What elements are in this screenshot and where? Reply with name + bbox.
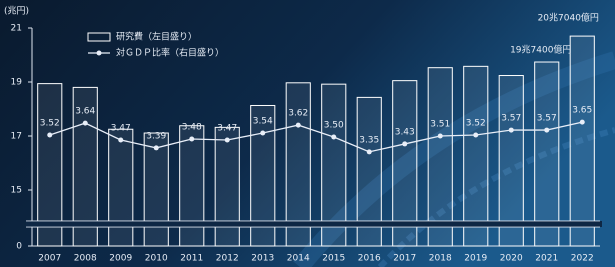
y-tick-label: 19: [11, 78, 23, 88]
data-label: 3.52: [466, 119, 486, 129]
legend-label: 研究費（左目盛り）: [116, 31, 197, 43]
line-point: [438, 134, 443, 139]
x-tick-label: 2011: [180, 254, 203, 264]
line-point: [331, 135, 336, 140]
x-tick-label: 2017: [393, 254, 416, 264]
x-tick-label: 2010: [145, 254, 168, 264]
chart: (兆円) 0 15 17 19 21 2007 2008 2009 2010 2011 2012 20…: [0, 0, 615, 267]
bar: [180, 126, 204, 246]
x-tick-label: 2013: [251, 254, 274, 264]
data-label: 3.57: [537, 114, 557, 124]
data-label: 3.52: [40, 119, 60, 129]
line-point: [118, 137, 123, 142]
line-point: [509, 128, 514, 133]
data-label: 3.47: [217, 123, 237, 133]
bar: [215, 127, 239, 246]
data-label: 3.50: [324, 121, 344, 131]
legend-swatch: [97, 51, 102, 56]
data-label: 3.39: [146, 131, 166, 141]
x-tick-label: 2021: [535, 254, 558, 264]
line-point: [260, 131, 265, 136]
line-point: [83, 121, 88, 126]
line-point: [402, 141, 407, 146]
data-label: 3.51: [430, 120, 450, 130]
annotation: 19兆7400億円: [510, 44, 571, 56]
x-tick-label: 2019: [464, 254, 487, 264]
legend-label: 対ＧＤＰ比率（右目盛り）: [116, 47, 224, 59]
x-tick-label: 2016: [358, 254, 381, 264]
x-tick-label: 2014: [287, 254, 310, 264]
line-point: [544, 128, 549, 133]
y-tick-label: 0: [16, 242, 22, 252]
line-point: [473, 133, 478, 138]
data-label: 3.47: [111, 123, 131, 133]
bar: [428, 68, 452, 246]
annotation: 20兆7040億円: [538, 12, 599, 24]
data-label: 3.43: [395, 127, 415, 137]
bar: [464, 66, 488, 246]
line-point: [189, 136, 194, 141]
x-tick-label: 2015: [322, 254, 345, 264]
y-tick-label: 15: [11, 186, 22, 196]
x-tick-label: 2012: [216, 254, 239, 264]
y-tick-label: 21: [11, 24, 22, 34]
data-label: 3.35: [359, 135, 379, 145]
axis-break: [26, 221, 602, 227]
line-point: [47, 133, 52, 138]
bar: [499, 76, 523, 246]
x-tick-label: 2018: [429, 254, 452, 264]
line-point: [225, 137, 230, 142]
bar: [535, 62, 559, 246]
x-tick-label: 2022: [571, 254, 594, 264]
y-axis-label: (兆円): [4, 6, 29, 17]
x-tick-label: 2008: [74, 254, 97, 264]
line-point: [580, 120, 585, 125]
y-tick-label: 17: [11, 132, 22, 142]
data-label: 3.64: [75, 107, 95, 117]
bar: [109, 129, 133, 246]
line-point: [367, 149, 372, 154]
bar: [570, 36, 594, 246]
data-label: 3.62: [288, 109, 308, 119]
data-label: 3.57: [501, 114, 521, 124]
x-tick-label: 2009: [109, 254, 132, 264]
line-point: [154, 145, 159, 150]
page: {"chart_data": {"type": "bar-line", "y_l…: [0, 0, 615, 267]
data-label: 3.48: [182, 122, 202, 132]
line-point: [296, 123, 301, 128]
data-label: 3.54: [253, 117, 273, 127]
x-tick-label: 2007: [38, 254, 61, 264]
data-label: 3.65: [572, 106, 592, 116]
x-tick-label: 2020: [500, 254, 523, 264]
